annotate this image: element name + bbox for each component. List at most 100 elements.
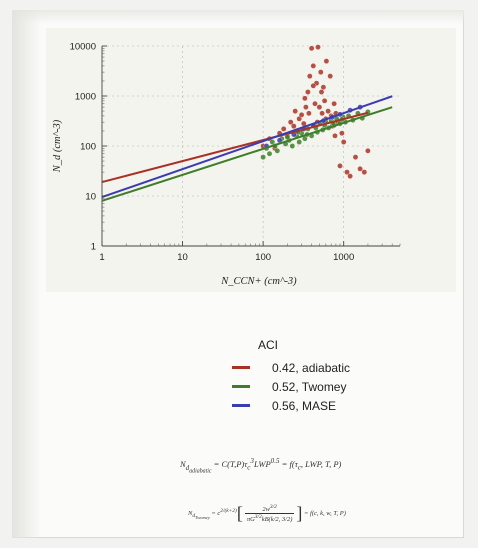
eq2-bracket-open: [ — [236, 503, 243, 523]
eq1-lwp: LWP — [253, 458, 271, 469]
fit-line-adiabatic — [101, 111, 369, 184]
data-point-twomey — [296, 139, 302, 145]
data-point-adiabatic — [327, 73, 333, 79]
legend-label-adiabatic: 0.42, adiabatic — [272, 360, 351, 375]
eq1-tail-sub: c — [297, 463, 301, 472]
eq2-n: N — [188, 509, 193, 517]
data-point-twomey — [266, 150, 273, 157]
panel-shadow-top — [12, 10, 464, 24]
data-point-adiabatic — [296, 116, 302, 122]
data-point-adiabatic — [331, 100, 337, 107]
data-point-adiabatic — [307, 73, 313, 79]
eq1-tail: = f(τ — [279, 458, 298, 469]
data-point-adiabatic — [332, 133, 338, 139]
data-point-adiabatic — [320, 84, 327, 90]
x-tick-label: 10 — [177, 252, 188, 263]
eq2-fraction: 2w3/2 πG3/2kB(k/2, 3/2) — [244, 503, 295, 523]
legend-item-mase: 0.56, MASE — [232, 396, 432, 415]
x-tick-label: 1000 — [333, 252, 354, 263]
data-point-adiabatic — [315, 44, 321, 50]
data-point-adiabatic — [305, 89, 311, 95]
eq2-mid-sup: 2/(k+2) — [220, 507, 237, 514]
legend-swatch-adiabatic — [232, 366, 250, 369]
eq2-den-text: πG — [246, 516, 255, 524]
data-point-adiabatic — [312, 100, 318, 107]
legend-label-mase: 0.56, MASE — [272, 398, 337, 413]
legend-item-adiabatic: 0.42, adiabatic — [232, 358, 432, 377]
data-point-adiabatic — [306, 110, 312, 117]
data-point-twomey — [284, 134, 291, 140]
eq2-den-text2: kB(k/2, 3/2) — [261, 516, 293, 524]
y-tick-label: 10000 — [70, 42, 96, 53]
legend-label-twomey: 0.52, Twomey — [272, 379, 347, 394]
eq2-num-sup: 3/2 — [269, 503, 277, 510]
data-point-adiabatic — [361, 169, 368, 175]
x-axis-label: N_CCN+ (cm^-3) — [220, 276, 297, 287]
eq1-tau-sub: c — [247, 463, 251, 472]
scatter-chart: 1 10 100 1000 10000 1 10 100 1000 N_CCN+ (cm^-3) N… — [46, 28, 456, 292]
data-point-adiabatic — [318, 89, 325, 95]
data-point-twomey — [274, 148, 281, 154]
data-point-adiabatic — [321, 98, 328, 104]
y-axis-label: N_d (cm^-3) — [52, 119, 63, 173]
data-point-adiabatic — [347, 173, 353, 179]
eq1-n-subsub: adiabatic — [189, 467, 212, 474]
data-point-adiabatic — [310, 63, 317, 69]
eq2-numerator: 2w3/2 — [244, 503, 295, 514]
data-point-adiabatic — [357, 166, 363, 172]
equation-adiabatic: Ndadiabatic = C(T,P)τc3LWP0.5 = f(τc, LW… — [180, 457, 341, 474]
legend-swatch-mase — [232, 404, 250, 407]
data-point-adiabatic — [352, 154, 359, 160]
y-tick-label: 100 — [80, 142, 96, 153]
data-point-adiabatic — [319, 110, 325, 117]
data-point-adiabatic — [292, 108, 298, 114]
y-tick-label: 1000 — [75, 92, 96, 103]
legend-swatch-twomey — [232, 385, 250, 388]
data-point-adiabatic — [316, 104, 323, 110]
data-point-adiabatic — [303, 104, 309, 110]
eq1-tail-end: , LWP, T, P) — [300, 458, 342, 469]
eq2-mid: = c — [209, 509, 221, 517]
equation-twomey: NdTwomey = c2/(k+2)[2w3/2 πG3/2kB(k/2, 3/… — [188, 503, 346, 524]
y-tick-label: 1 — [91, 242, 96, 253]
legend-item-twomey: 0.52, Twomey — [232, 377, 432, 396]
panel-shadow-left — [12, 10, 42, 538]
data-point-adiabatic — [339, 130, 345, 136]
data-point-adiabatic — [308, 45, 315, 52]
eq1-tau-sup: 3 — [250, 457, 254, 465]
data-point-adiabatic — [280, 126, 287, 132]
data-point-adiabatic — [344, 169, 350, 175]
eq2-denominator: πG3/2kB(k/2, 3/2) — [245, 514, 295, 523]
y-tick-label: 10 — [85, 192, 96, 203]
data-point-twomey — [289, 143, 296, 149]
x-tick-label: 1 — [99, 252, 104, 263]
data-point-adiabatic — [337, 163, 343, 169]
eq2-n-sub: d — [192, 513, 196, 520]
data-point-adiabatic — [302, 95, 308, 102]
data-point-adiabatic — [287, 119, 294, 125]
data-point-adiabatic — [323, 58, 330, 64]
chart-background — [46, 28, 456, 292]
data-point-adiabatic — [298, 112, 305, 118]
data-point-twomey — [269, 139, 276, 145]
data-point-adiabatic — [318, 69, 324, 75]
eq2-den-sup: 3/2 — [254, 514, 262, 520]
eq1-n-sub: d — [185, 463, 190, 472]
x-tick-label: 100 — [255, 252, 271, 263]
eq1-right: = C(T,P)τ — [211, 458, 248, 469]
fit-line-mase — [101, 95, 393, 199]
legend: ACI 0.42, adiabatic 0.52, Twomey 0.56, M… — [232, 338, 432, 415]
eq2-n-subsub: Twomey — [195, 515, 210, 521]
eq2-tail: = f(c, k, w, T, P) — [302, 509, 346, 517]
data-point-adiabatic — [291, 123, 297, 129]
data-point-adiabatic — [365, 148, 371, 154]
data-point-twomey — [260, 154, 266, 160]
eq2-num-text: 2w — [262, 506, 270, 513]
data-point-adiabatic — [340, 139, 347, 145]
legend-title: ACI — [258, 338, 279, 352]
eq1-n: N — [180, 458, 186, 469]
data-point-adiabatic — [325, 108, 331, 114]
eq2-bracket-close: ] — [296, 503, 303, 523]
data-point-adiabatic — [310, 83, 317, 89]
eq1-lwp-sup: 0.5 — [270, 457, 280, 465]
